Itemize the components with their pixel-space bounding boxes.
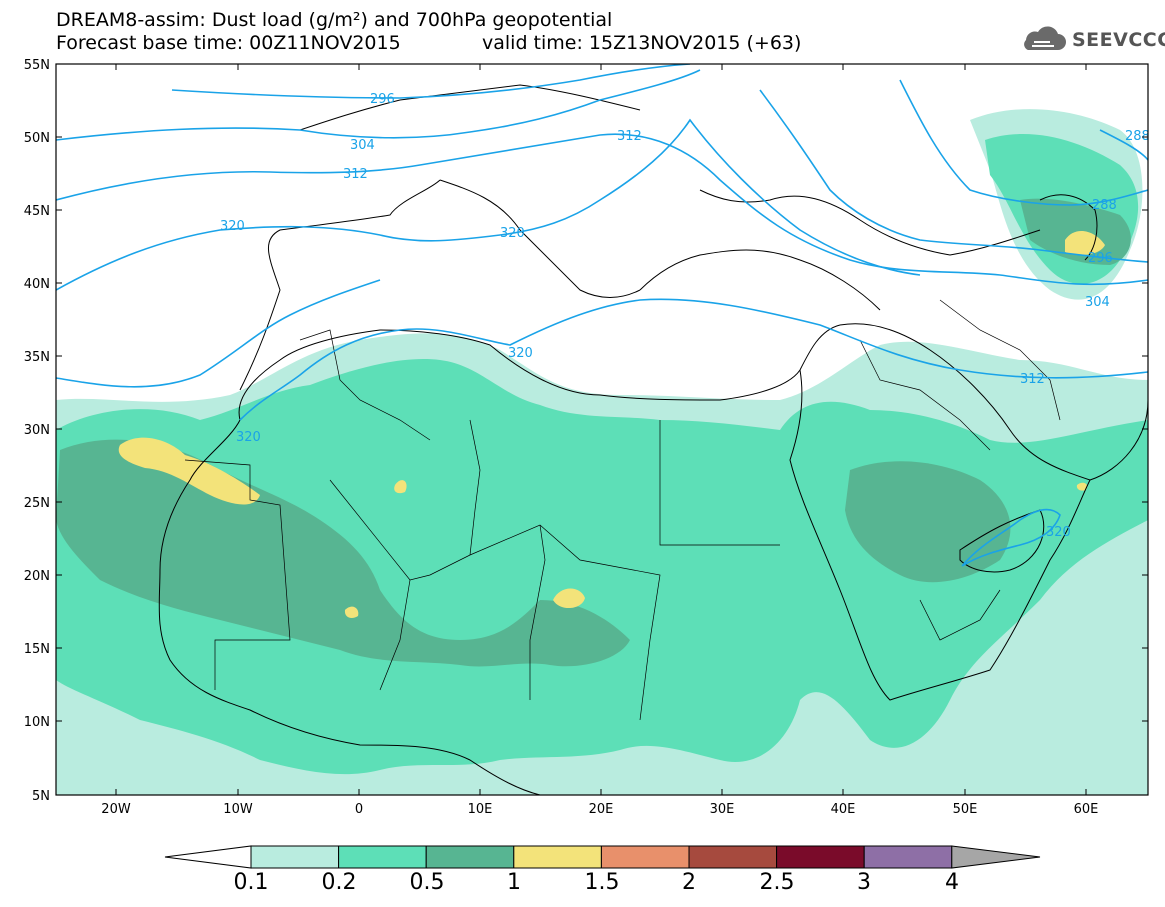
colorbar-label: 2.5 bbox=[759, 870, 795, 895]
dust-area-high bbox=[118, 230, 1105, 618]
colorbar-label: 0.5 bbox=[409, 870, 445, 895]
contour-label: 320 bbox=[236, 430, 261, 445]
lat-label: 15N bbox=[24, 642, 50, 657]
contour-label: 320 bbox=[508, 346, 533, 361]
colorbar-label: 1.5 bbox=[584, 870, 620, 895]
colorbar-label: 3 bbox=[857, 870, 871, 895]
contour-label: 288 bbox=[1092, 198, 1117, 213]
contour-label: 312 bbox=[1020, 372, 1045, 387]
colorbar-segment bbox=[600, 845, 690, 869]
lon-label: 40E bbox=[831, 802, 856, 817]
contour-label: 304 bbox=[350, 138, 375, 153]
colorbar-segment-above bbox=[951, 845, 1041, 869]
longitude-axis: 20W 10W 0 10E 20E 30E 40E 50E 60E bbox=[101, 64, 1098, 817]
contour-label: 312 bbox=[617, 129, 642, 144]
cloud-icon bbox=[1024, 26, 1066, 50]
country-borders bbox=[184, 299, 1061, 721]
contour-label: 320 bbox=[220, 219, 245, 234]
colorbar-segment bbox=[688, 845, 778, 869]
colorbar-label: 2 bbox=[682, 870, 696, 895]
lat-label: 35N bbox=[24, 350, 50, 365]
contour-label: 320 bbox=[500, 226, 525, 241]
colorbar-label: 0.2 bbox=[321, 870, 357, 895]
lat-label: 55N bbox=[24, 58, 50, 73]
lat-label: 50N bbox=[24, 131, 50, 146]
lat-label: 5N bbox=[32, 789, 50, 804]
contour-label: 296 bbox=[370, 92, 395, 107]
colorbar-segment bbox=[250, 845, 340, 869]
contour-label: 296 bbox=[1088, 251, 1113, 266]
lat-label: 45N bbox=[24, 204, 50, 219]
lat-label: 30N bbox=[24, 423, 50, 438]
contour-label: 320 bbox=[1046, 525, 1071, 540]
contour-label: 312 bbox=[343, 167, 368, 182]
colorbar-segment bbox=[425, 845, 515, 869]
lat-label: 40N bbox=[24, 277, 50, 292]
colorbar bbox=[164, 845, 1041, 869]
seevccc-logo: SEEVCCC bbox=[1018, 26, 1165, 54]
valid-time: valid time: 15Z13NOV2015 (+63) bbox=[482, 32, 802, 54]
lat-label: 10N bbox=[24, 715, 50, 730]
lat-label: 25N bbox=[24, 496, 50, 511]
lon-label: 10W bbox=[223, 802, 253, 817]
colorbar-segment bbox=[338, 845, 427, 869]
lon-label: 20E bbox=[589, 802, 614, 817]
lon-label: 30E bbox=[710, 802, 735, 817]
colorbar-segment-below bbox=[164, 845, 252, 869]
colorbar-segment bbox=[863, 845, 953, 869]
contour-labels: 296 304 312 312 320 320 320 320 288 296 … bbox=[220, 92, 1150, 540]
forecast-base-time: Forecast base time: 00Z11NOV2015 bbox=[56, 32, 401, 54]
colorbar-label: 1 bbox=[507, 870, 521, 895]
geopotential-contours bbox=[56, 64, 1148, 567]
logo-text: SEEVCCC bbox=[1072, 29, 1165, 51]
lon-label: 10E bbox=[468, 802, 493, 817]
contour-label: 288 bbox=[1125, 129, 1150, 144]
contour-label: 304 bbox=[1085, 295, 1110, 310]
lon-label: 0 bbox=[355, 802, 363, 817]
map-title: DREAM8-assim: Dust load (g/m²) and 700hP… bbox=[56, 9, 613, 31]
colorbar-label: 4 bbox=[945, 870, 959, 895]
lon-label: 60E bbox=[1074, 802, 1099, 817]
latitude-axis: 55N 50N 45N 40N 35N 30N 25N 20N 15N 10N … bbox=[24, 58, 1148, 804]
colorbar-segment bbox=[513, 845, 602, 869]
colorbar-segment bbox=[776, 845, 865, 869]
dust-area-dense bbox=[56, 198, 1131, 667]
colorbar-label: 0.1 bbox=[233, 870, 269, 895]
lon-label: 20W bbox=[101, 802, 131, 817]
lon-label: 50E bbox=[953, 802, 978, 817]
coastlines bbox=[158, 84, 1148, 795]
lat-label: 20N bbox=[24, 569, 50, 584]
